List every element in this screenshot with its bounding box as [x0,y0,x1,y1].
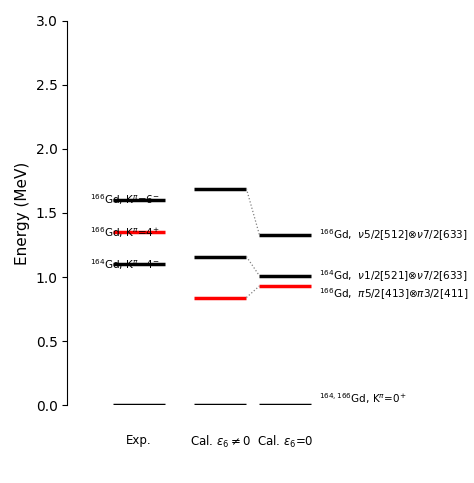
Text: $^{166}$Gd,  $\nu$5/2[512]$\otimes$$\nu$7/2[633]: $^{166}$Gd, $\nu$5/2[512]$\otimes$$\nu$7… [319,227,467,242]
Text: $^{164}$Gd, K$^{\pi}$=4$^{-}$: $^{164}$Gd, K$^{\pi}$=4$^{-}$ [90,257,160,271]
Text: $^{164}$Gd,  $\nu$1/2[521]$\otimes$$\nu$7/2[633]: $^{164}$Gd, $\nu$1/2[521]$\otimes$$\nu$7… [319,268,467,284]
Text: $^{166}$Gd, K$^{\pi}$=4$^{+}$: $^{166}$Gd, K$^{\pi}$=4$^{+}$ [90,225,160,240]
Y-axis label: Energy (MeV): Energy (MeV) [15,161,30,265]
Text: Exp.: Exp. [126,434,152,446]
Text: Cal. $\varepsilon_{6}$=0: Cal. $\varepsilon_{6}$=0 [257,434,314,450]
Text: $^{164,166}$Gd, K$^{\pi}$=0$^{+}$: $^{164,166}$Gd, K$^{\pi}$=0$^{+}$ [319,392,406,406]
Text: Cal. $\varepsilon_{6}$$\neq$0: Cal. $\varepsilon_{6}$$\neq$0 [190,434,251,450]
Text: $^{166}$Gd,  $\pi$5/2[413]$\otimes$$\pi$3/2[411]: $^{166}$Gd, $\pi$5/2[413]$\otimes$$\pi$3… [319,286,468,301]
Text: $^{166}$Gd, K$^{\pi}$=6$^{-}$: $^{166}$Gd, K$^{\pi}$=6$^{-}$ [90,193,160,208]
